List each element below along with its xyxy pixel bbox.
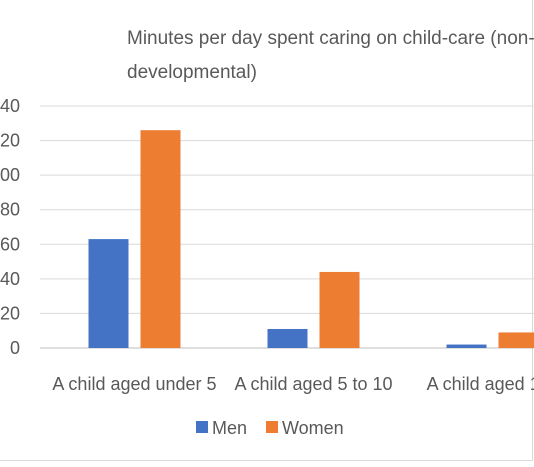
bar-men-0 bbox=[89, 239, 129, 348]
y-tick-label: 80 bbox=[0, 200, 20, 220]
bars bbox=[89, 130, 534, 348]
y-tick-label: 20 bbox=[0, 303, 20, 323]
legend: Men Women bbox=[196, 418, 344, 438]
chart-title-line-2: developmental) bbox=[127, 62, 257, 83]
y-axis-ticks: 0 20 40 60 80 100 120 140 bbox=[0, 96, 20, 358]
y-tick-label: 100 bbox=[0, 165, 20, 185]
legend-label-women: Women bbox=[282, 418, 344, 438]
y-tick-label: 60 bbox=[0, 234, 20, 254]
bar-men-2 bbox=[447, 345, 487, 348]
x-tick-label: A child aged 11 t bbox=[427, 374, 534, 394]
chart-title-line-1: Minutes per day spent caring on child-ca… bbox=[127, 28, 534, 49]
bar-women-2 bbox=[499, 332, 534, 348]
x-tick-label: A child aged 5 to 10 bbox=[234, 374, 392, 394]
y-tick-label: 140 bbox=[0, 96, 20, 116]
legend-swatch-men bbox=[196, 421, 208, 433]
bar-men-1 bbox=[268, 329, 308, 348]
y-tick-label: 120 bbox=[0, 131, 20, 151]
x-axis-labels: A child aged under 5 A child aged 5 to 10… bbox=[52, 374, 534, 394]
bar-women-0 bbox=[141, 130, 181, 348]
x-tick-label: A child aged under 5 bbox=[52, 374, 216, 394]
bar-women-1 bbox=[320, 272, 360, 348]
y-tick-label: 0 bbox=[10, 338, 20, 358]
y-tick-label: 40 bbox=[0, 269, 20, 289]
legend-label-men: Men bbox=[212, 418, 247, 438]
legend-swatch-women bbox=[266, 421, 278, 433]
